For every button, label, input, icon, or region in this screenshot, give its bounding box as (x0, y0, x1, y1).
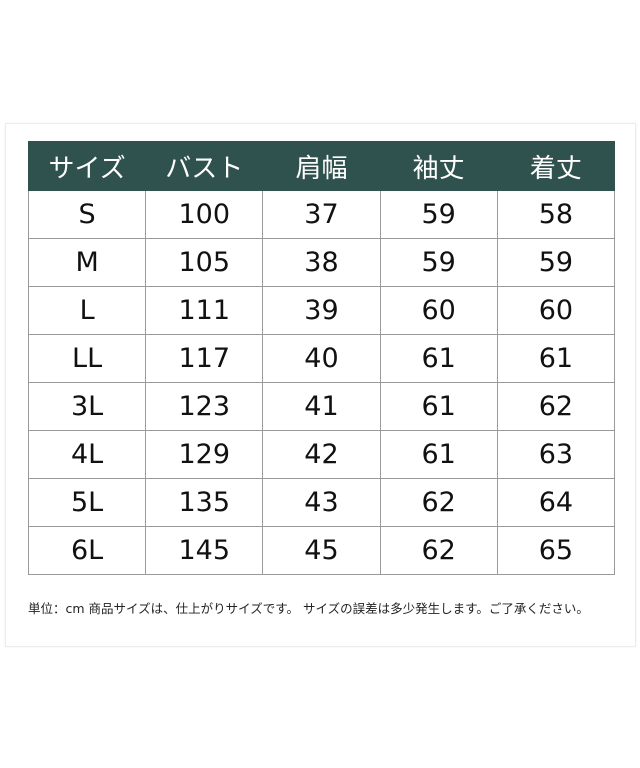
table-cell: 61 (379, 382, 498, 431)
table-cell: 45 (262, 526, 381, 575)
table-cell: 41 (262, 382, 381, 431)
table-cell: 42 (262, 430, 381, 479)
table-cell: 100 (145, 190, 264, 239)
table-row: 4L 129 42 61 63 (27, 430, 616, 479)
table-cell: L (27, 286, 147, 335)
table-cell: 60 (379, 286, 498, 335)
table-cell: 105 (145, 238, 264, 287)
table-row: S 100 37 59 58 (27, 190, 616, 239)
table-cell: 40 (262, 334, 381, 383)
table-cell: 59 (379, 190, 498, 239)
table-cell: 123 (145, 382, 264, 431)
table-row: M 105 38 59 59 (27, 238, 616, 287)
table-cell: 62 (496, 382, 616, 431)
table-cell: 61 (379, 334, 498, 383)
table-row: 6L 145 45 62 65 (27, 526, 616, 575)
table-cell: 129 (145, 430, 264, 479)
table-cell: 65 (496, 526, 616, 575)
size-note: 単位：cm 商品サイズは、仕上がりサイズです。 サイズの誤差は多少発生します。ご… (28, 601, 589, 616)
table-cell: 6L (27, 526, 147, 575)
table-cell: 61 (379, 430, 498, 479)
table-cell: 60 (496, 286, 616, 335)
column-header: 袖丈 (379, 141, 498, 191)
table-cell: S (27, 190, 147, 239)
table-cell: 135 (145, 478, 264, 527)
table-cell: 62 (379, 478, 498, 527)
size-table: サイズ バスト 肩幅 袖丈 着丈 S 100 37 59 58 M 105 38 59 59 L 111 39 6… (27, 141, 616, 575)
column-header: サイズ (27, 141, 147, 191)
table-cell: LL (27, 334, 147, 383)
table-cell: 39 (262, 286, 381, 335)
table-cell: 4L (27, 430, 147, 479)
table-cell: 38 (262, 238, 381, 287)
size-chart-card: サイズ バスト 肩幅 袖丈 着丈 S 100 37 59 58 M 105 38 59 59 L 111 39 6… (5, 123, 636, 647)
column-header: バスト (145, 141, 264, 191)
table-row: L 111 39 60 60 (27, 286, 616, 335)
table-cell: 59 (496, 238, 616, 287)
table-cell: 117 (145, 334, 264, 383)
column-header: 着丈 (496, 141, 616, 191)
table-cell: 58 (496, 190, 616, 239)
table-cell: 145 (145, 526, 264, 575)
table-cell: 59 (379, 238, 498, 287)
table-cell: 3L (27, 382, 147, 431)
table-header-row: サイズ バスト 肩幅 袖丈 着丈 (27, 141, 616, 191)
table-cell: 111 (145, 286, 264, 335)
table-row: LL 117 40 61 61 (27, 334, 616, 383)
table-cell: 5L (27, 478, 147, 527)
table-cell: 64 (496, 478, 616, 527)
table-cell: 61 (496, 334, 616, 383)
table-cell: 43 (262, 478, 381, 527)
table-row: 5L 135 43 62 64 (27, 478, 616, 527)
table-row: 3L 123 41 61 62 (27, 382, 616, 431)
column-header: 肩幅 (262, 141, 381, 191)
table-cell: 62 (379, 526, 498, 575)
table-cell: M (27, 238, 147, 287)
table-cell: 63 (496, 430, 616, 479)
table-cell: 37 (262, 190, 381, 239)
